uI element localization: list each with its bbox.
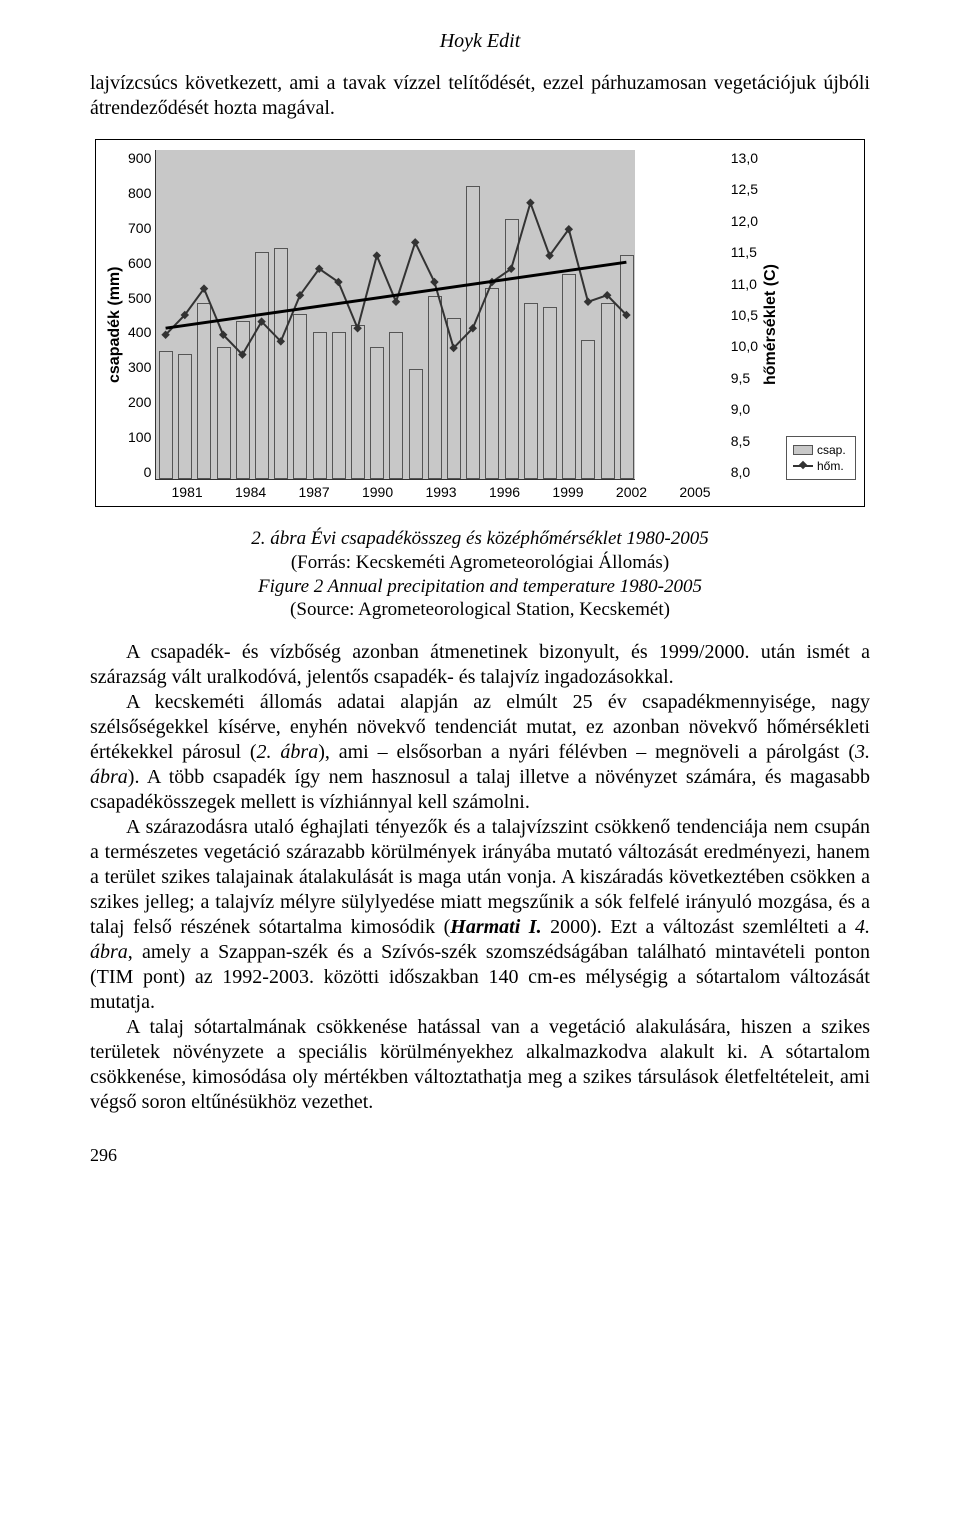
bar — [274, 248, 288, 479]
legend-bar-swatch — [793, 445, 813, 455]
bar — [159, 351, 173, 479]
bar — [389, 332, 403, 479]
bar — [543, 307, 557, 479]
intro-paragraph: lajvízcsúcs következett, ami a tavak víz… — [90, 71, 870, 121]
bar — [581, 340, 595, 479]
body-p2: A kecskeméti állomás adatai alapján az e… — [90, 690, 870, 815]
figure-caption: 2. ábra Évi csapadékösszeg és középhőmér… — [90, 527, 870, 622]
bar — [447, 318, 461, 479]
legend-bar-label: csap. — [817, 443, 846, 457]
bar — [255, 252, 269, 479]
chart-figure: csapadék (mm) 90080070060050040030020010… — [95, 139, 865, 507]
bar — [620, 255, 634, 479]
bar — [466, 186, 480, 479]
bar — [197, 303, 211, 479]
bar — [409, 369, 423, 479]
bar — [524, 303, 538, 479]
bar — [178, 354, 192, 479]
bar — [562, 274, 576, 479]
plot-area — [155, 150, 635, 480]
bar — [505, 219, 519, 479]
bar — [332, 332, 346, 479]
bar — [313, 332, 327, 479]
bar — [601, 303, 615, 479]
x-ticks: 198119841987199019931996199920022005 — [155, 480, 726, 500]
page-number: 296 — [90, 1145, 870, 1166]
body-p4: A talaj sótartalmának csökkenése hatássa… — [90, 1015, 870, 1115]
legend-line-swatch — [793, 461, 813, 471]
author-header: Hoyk Edit — [90, 30, 870, 53]
bar — [485, 288, 499, 479]
bar — [351, 325, 365, 479]
legend-line-label: hőm. — [817, 459, 844, 473]
y1-ticks: 9008007006005004003002001000 — [126, 150, 155, 480]
bar — [293, 314, 307, 479]
body-p1: A csapadék- és vízbőség azonban átmeneti… — [90, 640, 870, 690]
chart-legend: csap. hőm. — [786, 436, 856, 480]
bar — [236, 321, 250, 479]
bar — [370, 347, 384, 479]
bar — [428, 296, 442, 479]
y2-ticks: 13,012,512,011,511,010,510,09,59,08,58,0 — [727, 150, 760, 480]
body-p3: A szárazodásra utaló éghajlati tényezők … — [90, 815, 870, 1015]
y1-axis-label: csapadék (mm) — [104, 150, 126, 500]
y2-axis-label: hőmérséklet (C) — [760, 150, 782, 500]
bar — [217, 347, 231, 479]
